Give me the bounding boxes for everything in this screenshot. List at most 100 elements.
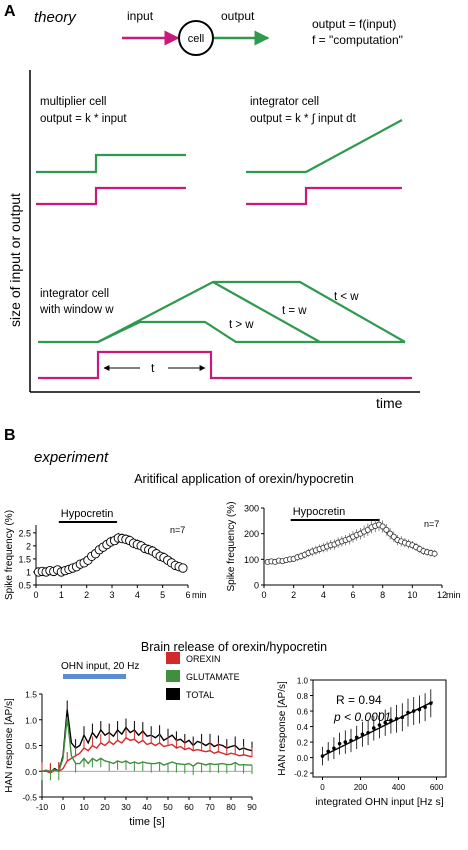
output-label: output <box>221 9 255 23</box>
data-point <box>389 718 393 723</box>
data-point <box>326 749 331 754</box>
y-tick-label: 0.0 <box>297 754 309 763</box>
panel-a-y-axis-label: size of input or output <box>7 193 23 327</box>
x-axis-label: min <box>446 590 461 600</box>
data-point <box>383 526 390 533</box>
window-title-1: integrator cell <box>40 288 109 300</box>
x-tick-label: 0 <box>261 590 266 600</box>
window-input-trace <box>38 350 412 380</box>
data-point <box>417 707 422 712</box>
data-point <box>390 533 397 540</box>
integrator-title: integrator cell <box>250 96 319 108</box>
trace-t-lt-w <box>213 280 406 343</box>
han-trace-chart: -10 0 10 20 30 40 50 60 70 80 90 -0.5 0.0 0.5 1.0 1.5 HA… <box>4 652 257 828</box>
data-point <box>343 740 348 744</box>
x-tick-label: 10 <box>79 802 89 812</box>
y-tick-label: 0.8 <box>297 692 309 701</box>
x-tick-label: 5 <box>160 590 165 600</box>
stat-r: R = 0.94 <box>336 693 382 707</box>
y-tick-label: 300 <box>244 504 259 514</box>
legend-label: OREXIN <box>186 654 221 664</box>
y-tick-label: 1.0 <box>297 677 309 686</box>
multiplier-formula: output = k * input <box>40 113 127 125</box>
panel-a-x-axis-label: time <box>376 395 403 411</box>
hypocretin-label: Hypocretin <box>293 506 346 518</box>
x-tick-label: 20 <box>100 802 110 812</box>
n-annotation: n=7 <box>170 525 185 535</box>
data-point <box>423 705 427 709</box>
x-tick-label: 200 <box>354 783 368 792</box>
data-point <box>411 709 416 713</box>
y-tick-label: 2.5 <box>18 528 31 538</box>
y-axis-label: HAN response [AP/s] <box>4 698 15 793</box>
x-tick-label: 2 <box>291 590 296 600</box>
ohn-input-bar <box>63 674 126 679</box>
x-axis-label: time [s] <box>129 816 164 828</box>
x-axis-label: min <box>192 590 207 600</box>
series-orexin <box>41 728 253 774</box>
series-glutamate <box>41 717 253 781</box>
y-tick-label: 1.5 <box>25 690 37 700</box>
data-point <box>431 550 438 557</box>
x-tick-label: 4 <box>321 590 326 600</box>
x-tick-label: 0 <box>320 783 325 792</box>
han-correlation-chart: 0 200 400 600 -0.2 0.0 0.2 0.4 0.6 0.8 1.0 HAN resp… <box>277 677 447 808</box>
data-point <box>349 738 353 743</box>
y-tick-label: 2 <box>26 541 31 551</box>
series-line <box>41 717 252 773</box>
data-point <box>383 720 388 725</box>
trace-t-gt-w <box>38 320 320 344</box>
x-tick-label: 3 <box>109 590 114 600</box>
legend-swatch <box>166 652 180 664</box>
n-annotation: n=7 <box>424 519 439 529</box>
y-axis-label: HAN response [AP/s] <box>277 681 288 776</box>
input-label: input <box>127 9 154 23</box>
multiplier-title: multiplier cell <box>40 96 106 108</box>
x-tick-label: 12 <box>437 590 447 600</box>
y-tick-label: -0.5 <box>22 793 37 803</box>
x-tick-label: 80 <box>226 802 236 812</box>
window-title-2: with window w <box>39 304 114 316</box>
integrator-input-trace <box>246 186 402 206</box>
label-t-eq-w: t = w <box>282 305 307 317</box>
x-tick-label: 70 <box>205 802 215 812</box>
stat-p: p < 0.0001 <box>333 710 391 724</box>
series-line <box>42 736 253 774</box>
panel-a-letter: A <box>4 3 16 20</box>
x-tick-label: 4 <box>135 590 140 600</box>
y-tick-label: -0.2 <box>294 770 308 779</box>
label-t: t <box>151 361 155 375</box>
integrator-output-trace <box>246 119 403 174</box>
data-point <box>379 523 386 530</box>
window-output-traces <box>38 280 406 344</box>
y-tick-label: 0.5 <box>25 741 37 751</box>
x-tick-label: 40 <box>142 802 152 812</box>
data-point <box>360 732 365 737</box>
x-tick-label: 6 <box>350 590 355 600</box>
data-point <box>332 746 336 751</box>
y-axis-label: Spike frequency (%) <box>226 501 237 591</box>
legend-label: GLUTAMATE <box>186 672 240 682</box>
y-tick-label: 100 <box>244 555 259 565</box>
x-tick-label: 10 <box>407 590 417 600</box>
cell-label: cell <box>188 33 205 45</box>
artificial-title: Aritifical application of orexin/hypocre… <box>134 472 354 486</box>
y-tick-label: 0.4 <box>297 723 309 732</box>
x-tick-label: 0 <box>61 802 66 812</box>
y-tick-label: 200 <box>244 529 259 539</box>
theory-label: theory <box>34 9 77 26</box>
x-tick-label: 2 <box>84 590 89 600</box>
data-point <box>377 723 382 727</box>
x-axis-label: integrated OHN input [Hz s] <box>315 796 443 808</box>
panel-b-letter: B <box>4 427 16 444</box>
formula-2: f = "computation" <box>312 33 403 47</box>
series-line <box>41 709 253 774</box>
x-tick-label: 0 <box>33 590 38 600</box>
multiplier-input-trace <box>36 186 186 206</box>
experiment-label: experiment <box>34 449 109 466</box>
multiplier-output-trace <box>36 153 186 174</box>
data-point <box>400 715 405 720</box>
data-point <box>320 754 325 758</box>
